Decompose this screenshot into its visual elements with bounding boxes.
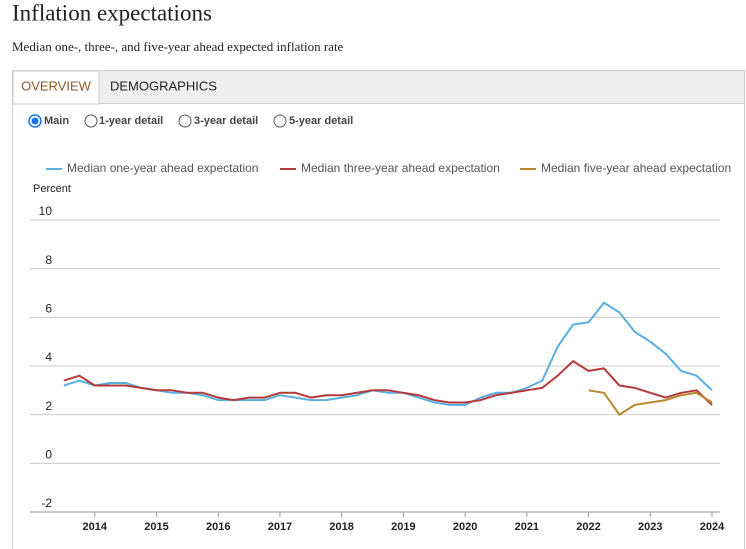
y-tick-label: 2 — [45, 399, 52, 413]
x-tick-label: 2019 — [391, 521, 415, 533]
radio-label[interactable]: Main — [44, 115, 69, 127]
radio[interactable] — [178, 114, 192, 128]
radio[interactable] — [273, 114, 287, 128]
y-tick-label: 8 — [45, 253, 52, 267]
radio-label[interactable]: 1-year detail — [99, 115, 163, 127]
page-subtitle: Median one-, three-, and five-year ahead… — [12, 39, 344, 54]
page-title: Inflation expectations — [12, 0, 212, 25]
radio[interactable] — [84, 114, 98, 128]
x-tick-label: 2024 — [700, 521, 725, 533]
legend-label: Median five-year ahead expectation — [541, 161, 731, 175]
y-axis-label: Percent — [33, 183, 71, 195]
x-tick-label: 2016 — [206, 521, 230, 533]
y-tick-label: 0 — [45, 448, 52, 462]
radio-dot — [31, 117, 39, 125]
x-tick-label: 2017 — [268, 521, 292, 533]
x-tick-label: 2020 — [453, 521, 477, 533]
x-tick-label: 2023 — [638, 521, 662, 533]
y-tick-label: 4 — [45, 350, 52, 364]
legend-label: Median one-year ahead expectation — [67, 161, 258, 175]
tab[interactable]: DEMOGRAPHICS — [110, 78, 217, 93]
y-tick-label: -2 — [41, 496, 52, 510]
tab-panel — [12, 70, 745, 549]
radio-label[interactable]: 5-year detail — [289, 115, 353, 127]
series-line — [63, 301, 713, 406]
x-tick-label: 2022 — [576, 521, 600, 533]
series-line — [63, 360, 713, 406]
radio-label[interactable]: 3-year detail — [194, 115, 258, 127]
tab-bar — [13, 71, 744, 103]
tab[interactable]: OVERVIEW — [21, 78, 92, 93]
y-tick-label: 6 — [45, 302, 52, 316]
x-tick-label: 2018 — [329, 521, 353, 533]
y-tick-label: 10 — [39, 204, 53, 218]
x-tick-label: 2021 — [515, 521, 539, 533]
tab-selected[interactable] — [12, 70, 100, 105]
legend-label: Median three-year ahead expectation — [301, 161, 500, 175]
series-line — [588, 389, 713, 416]
x-tick-label: 2015 — [144, 521, 168, 533]
x-tick-label: 2014 — [83, 521, 108, 533]
